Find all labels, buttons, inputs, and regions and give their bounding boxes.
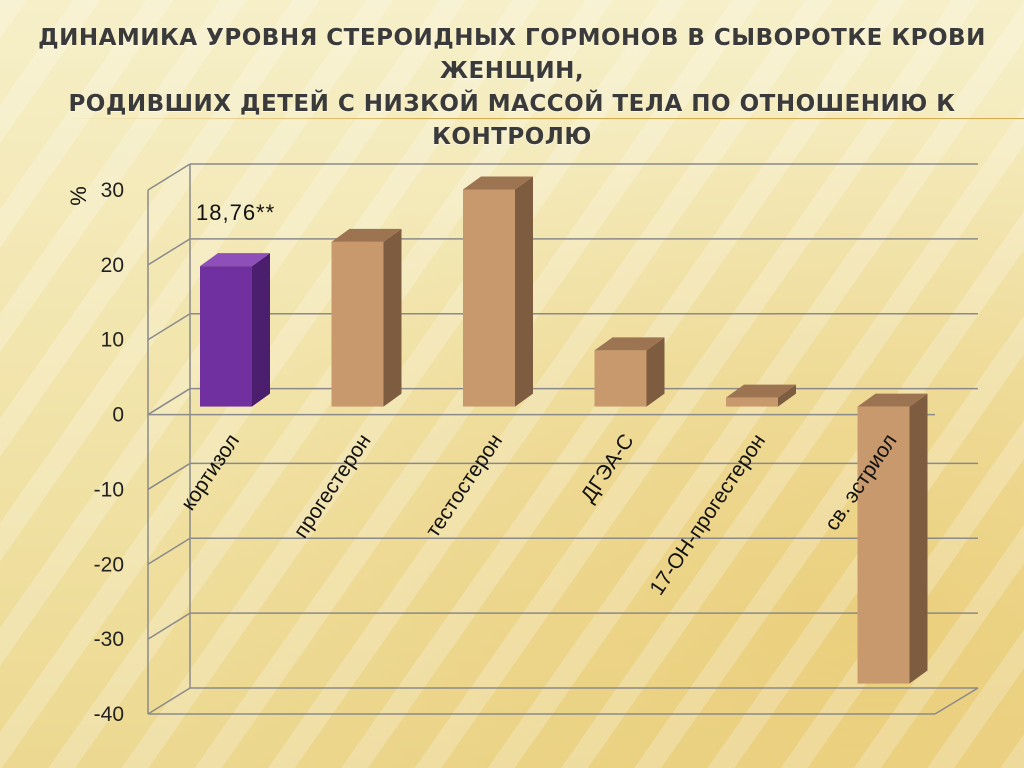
slide-title-line-1: ДИНАМИКА УРОВНЯ СТЕРОИДНЫХ ГОРМОНОВ В СЫ… xyxy=(38,25,986,84)
bar-top xyxy=(594,337,665,351)
slide-title: ДИНАМИКА УРОВНЯ СТЕРОИДНЫХ ГОРМОНОВ В СЫ… xyxy=(30,22,994,154)
category-label: кортизол xyxy=(177,430,244,515)
y-tick-label: -30 xyxy=(94,628,124,651)
gridline-depth xyxy=(147,687,191,715)
bar-front xyxy=(331,241,384,407)
bar xyxy=(463,176,533,407)
chart-bars xyxy=(200,176,928,684)
chart-labels: кортизол прогестерон тестостерон ДГЭА-С 17-О… xyxy=(177,200,902,599)
bar-top xyxy=(857,393,928,407)
category-label: тестостерон xyxy=(421,430,507,542)
bar-side xyxy=(252,253,270,407)
bar xyxy=(594,337,665,407)
bar-top xyxy=(463,176,533,190)
gridline-depth xyxy=(147,462,191,491)
gridline-depth xyxy=(147,537,191,565)
gridline-depth xyxy=(147,163,191,191)
bar xyxy=(331,228,402,407)
bar-front xyxy=(463,189,515,407)
bar-side xyxy=(646,337,665,407)
data-annotation: 18,76** xyxy=(196,200,275,225)
gridline-depth xyxy=(147,313,191,341)
bar-front xyxy=(857,406,910,684)
gridline-depth xyxy=(147,387,191,416)
y-tick-label: 30 xyxy=(101,179,124,202)
bar-top xyxy=(331,228,402,242)
y-axis: 30 20 10 0 -10 -20 -30 -40% xyxy=(66,164,191,726)
y-tick-label: 0 xyxy=(112,404,124,427)
bar-top xyxy=(200,253,270,267)
bar-top xyxy=(726,384,796,398)
bar-side xyxy=(515,176,533,407)
y-tick-label: -40 xyxy=(94,703,124,726)
bar xyxy=(857,393,928,684)
category-label: 17-ОН-прогестерон xyxy=(645,430,770,600)
bar-front xyxy=(594,350,647,407)
bar xyxy=(200,253,270,407)
gridline-depth xyxy=(147,612,191,640)
bar-front xyxy=(726,397,778,407)
y-tick-label: -10 xyxy=(94,478,124,501)
category-label: ДГЭА-С xyxy=(577,430,639,507)
bar-side xyxy=(383,228,402,407)
y-tick-label: -20 xyxy=(94,553,124,576)
bar xyxy=(726,384,796,407)
floor-side-edge xyxy=(934,687,979,715)
slide-title-line-2: РОДИВШИХ ДЕТЕЙ С НИЗКОЙ МАССОЙ ТЕЛА ПО О… xyxy=(68,91,956,150)
title-divider xyxy=(60,118,1024,119)
gridline-depth xyxy=(147,238,191,266)
y-tick-label: 20 xyxy=(101,254,124,277)
y-axis-unit-label: % xyxy=(66,186,91,206)
chart-gridlines xyxy=(147,163,979,715)
bar-front xyxy=(200,266,252,407)
y-tick-label: 10 xyxy=(101,329,124,352)
bar-side xyxy=(778,384,796,407)
bar-side xyxy=(909,393,928,684)
category-label: прогестерон xyxy=(289,430,375,542)
